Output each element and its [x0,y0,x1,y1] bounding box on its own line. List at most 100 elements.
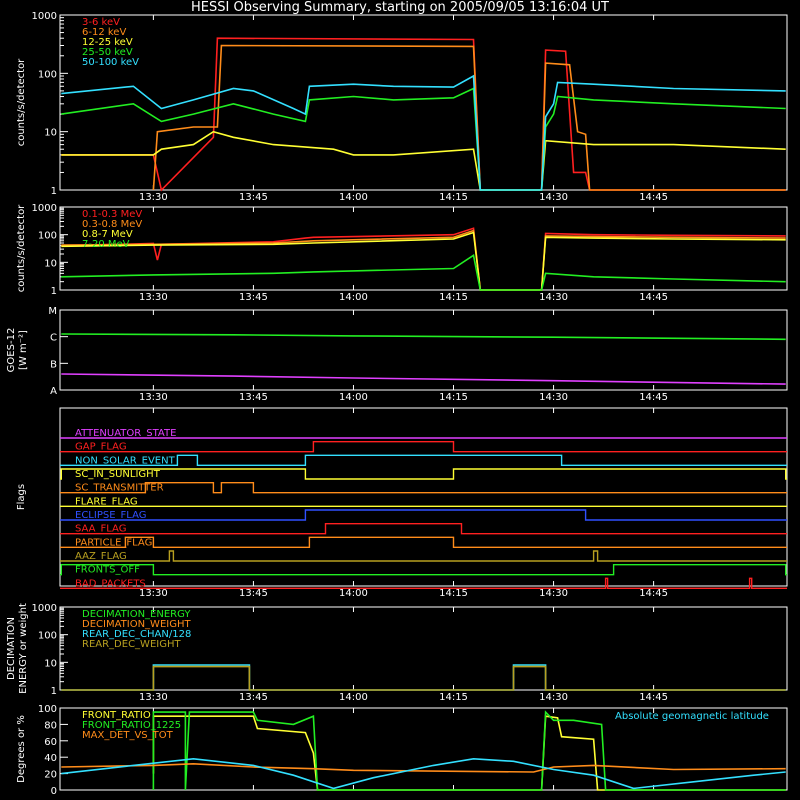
p4-flag-line [60,577,787,589]
p4-flag-line [60,536,787,548]
p2-ytick-label: 100 [38,231,57,242]
p2-ytick-label: 1000 [32,203,57,214]
p3-series-line [61,373,786,385]
p2-frame [59,206,788,291]
p4-flag-label: AAZ_FLAG [75,551,127,562]
p3-xtick-label: 14:15 [439,392,468,403]
p3-xtick-label: 14:30 [539,392,568,403]
p6-legend-item: MAX_DET_VS_TOT [82,730,174,741]
p3-xtick-label: 13:30 [139,392,168,403]
p6-legend-item: FRONT_RATIO [82,710,151,721]
p3-series-line [61,333,786,341]
p1-ylabel: counts/s/detector [16,58,27,146]
p4-flag-label: ATTENUATOR_STATE [75,428,176,439]
p4-flag-label: SAA_FLAG [75,524,126,535]
p4-xtick-label: 13:30 [139,588,168,599]
p6-ytick-label: 100 [38,704,57,715]
p3-ytick-label: B [50,359,57,370]
p1-ytick-label: 10 [44,128,57,139]
p5-xtick-label: 13:30 [139,692,168,703]
p6-ytick-label: 0 [51,786,57,797]
p6-ytick-label: 80 [44,720,57,731]
p4-flag-label: PARTICLE_FLAG [75,537,152,548]
p1-legend-item: 25-50 keV [82,47,133,58]
p5-xtick-label: 13:45 [239,692,268,703]
p5-ytick-label: 1000 [32,603,57,614]
p3-frame [59,309,788,391]
p1-series-line [61,37,786,192]
p4-xtick-label: 13:45 [239,588,268,599]
p3-xtick-label: 14:45 [639,392,668,403]
p3-ylabel: GOES-12 [6,328,17,373]
p2-xtick-label: 14:15 [439,292,468,303]
p4-xtick-label: 14:15 [439,588,468,599]
p5-series-line [61,665,786,691]
p3-ytick-label: C [50,333,57,344]
p1-series-line [61,130,786,191]
p1-xtick-label: 13:30 [139,192,168,203]
p2-xtick-label: 13:30 [139,292,168,303]
p4-flag-line [60,523,787,535]
p6-series-line [152,710,786,791]
p1-ytick-label: 1 [51,186,57,197]
p4-frame [59,407,788,587]
p5-ytick-label: 10 [44,658,57,669]
p5-ylabel: DECIMATION [6,617,17,680]
p6-series-line [61,762,786,773]
p3-ylabel2: [W m⁻²] [18,330,29,370]
p2-series-line [61,227,786,291]
p1-series-line [152,44,786,191]
p5-legend-item: DECIMATION_WEIGHT [82,619,191,630]
p5-xtick-label: 14:15 [439,692,468,703]
p4-flag-label: BAD_PACKETS [75,578,146,589]
p4-flag-line [60,550,787,562]
p6-ytick-label: 20 [44,770,57,781]
p6-legend-item: FRONT_RATIO_1225 [82,720,181,731]
p1-xtick-label: 14:30 [539,192,568,203]
p1-legend-item: 50-100 keV [82,57,139,68]
p4-ylabel: Flags [16,484,27,510]
p4-flag-label: FLARE_FLAG [75,496,138,507]
p1-ytick-label: 100 [38,69,57,80]
p1-xtick-label: 14:00 [339,192,368,203]
p4-flag-line [60,441,787,453]
p3-xtick-label: 14:00 [339,392,368,403]
p4-flag-label: NON_SOLAR_EVENT [75,455,176,466]
p5-xtick-label: 14:30 [539,692,568,703]
p5-ylabel2: ENERGY or weight [18,603,29,694]
p5-xtick-label: 14:00 [339,692,368,703]
p2-xtick-label: 14:30 [539,292,568,303]
p1-xtick-label: 14:45 [639,192,668,203]
p4-flag-label: FRONTS_OFF [75,565,140,576]
p4-flag-label: SC_TRANSMITTER [75,483,164,494]
p4-xtick-label: 14:30 [539,588,568,599]
p1-frame [59,14,788,191]
p2-ylabel: counts/s/detector [16,204,27,292]
p4-flag-line [60,482,787,494]
p4-flag-line [60,564,787,576]
p4-xtick-label: 14:00 [339,588,368,599]
p6-series-line [61,757,786,790]
p1-ytick-label: 1000 [32,11,57,22]
p1-legend-item: 6-12 keV [82,27,126,38]
p6-ytick-label: 40 [44,753,57,764]
p1-legend-item: 12-25 keV [82,37,133,48]
p3-xtick-label: 13:45 [239,392,268,403]
p4-flag-line [60,468,787,480]
p4-flag-label: GAP_FLAG [75,442,127,453]
p2-xtick-label: 14:00 [339,292,368,303]
p2-xtick-label: 13:45 [239,292,268,303]
p5-xtick-label: 14:45 [639,692,668,703]
p1-series-line [61,87,786,191]
p5-legend-item: REAR_DEC_CHAN/128 [82,629,191,640]
p2-legend-item: 7-20 MeV [82,239,130,250]
p4-flag-line [60,454,787,466]
p6-ytick-label: 60 [44,737,57,748]
p4-flag-label: SC_IN_SUNLIGHT [75,469,161,480]
p2-legend-item: 0.8-7 MeV [82,229,133,240]
p2-series-line [61,253,786,291]
p1-series-line [61,74,786,191]
p5-ytick-label: 1 [51,686,57,697]
p3-ytick-label: M [48,306,57,317]
